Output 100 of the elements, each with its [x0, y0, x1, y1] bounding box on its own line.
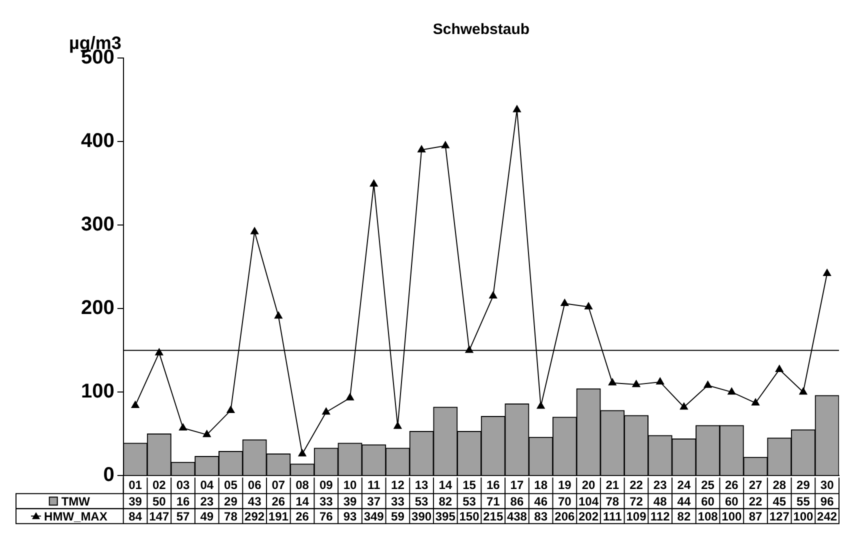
x-tick-label: 24: [677, 478, 691, 492]
data-label: 93: [343, 509, 357, 524]
data-label: 96: [820, 494, 834, 508]
data-label: 14: [296, 494, 310, 508]
point: [775, 365, 784, 372]
data-label: 57: [176, 509, 190, 524]
data-label: 22: [748, 494, 763, 508]
y-tick-label: 100: [80, 380, 114, 403]
data-label: 395: [435, 509, 456, 524]
data-label: 76: [319, 509, 334, 524]
x-tick-label: 19: [558, 478, 572, 492]
x-tick-label: 22: [630, 478, 644, 492]
data-label: 39: [343, 494, 357, 508]
data-label: 127: [769, 509, 790, 524]
x-tick-label: 28: [772, 478, 786, 492]
point: [226, 406, 235, 413]
data-label: 112: [650, 509, 670, 524]
data-label: 33: [391, 494, 405, 508]
data-label: 82: [438, 494, 452, 508]
x-tick-label: 14: [438, 478, 452, 492]
data-label: 50: [152, 494, 166, 508]
x-tick-label: 30: [820, 478, 834, 492]
point: [418, 145, 426, 152]
data-label: 84: [128, 509, 142, 524]
x-tick-label: 04: [200, 478, 214, 492]
data-label: 33: [319, 494, 334, 508]
point: [155, 348, 164, 356]
data-label: 46: [534, 494, 548, 508]
data-label: 48: [653, 494, 668, 508]
x-tick-label: 13: [414, 478, 429, 492]
point: [752, 398, 760, 406]
data-label: 100: [793, 509, 814, 524]
x-tick-label: 18: [534, 478, 548, 492]
point: [202, 430, 211, 438]
chart-title: Schwebstaub: [432, 21, 530, 38]
data-label: 59: [391, 509, 405, 524]
data-label: 438: [506, 509, 528, 524]
point: [560, 299, 569, 306]
data-label: 111: [603, 509, 622, 524]
x-tick-label: 15: [462, 478, 476, 492]
x-tick-label: 05: [224, 478, 238, 492]
x-tick-label: 25: [701, 478, 715, 492]
data-label: 206: [554, 509, 576, 524]
x-tick-label: 01: [128, 478, 142, 492]
data-label: 39: [128, 494, 142, 508]
data-label: 215: [483, 509, 504, 524]
data-label: 70: [558, 494, 572, 508]
data-label: 53: [414, 494, 429, 508]
point: [536, 402, 545, 409]
data-label: 202: [578, 509, 599, 524]
data-label: 109: [626, 509, 647, 524]
data-label: 100: [722, 509, 742, 524]
data-label: 53: [462, 494, 476, 508]
data-label: 78: [224, 509, 238, 524]
data-label: 26: [272, 494, 286, 508]
data-label: 82: [677, 509, 691, 524]
data-label: 87: [748, 509, 763, 524]
data-label: 26: [296, 509, 310, 524]
data-label: 108: [698, 509, 718, 524]
point: [370, 180, 378, 187]
point: [441, 141, 450, 148]
data-label: 349: [364, 509, 384, 524]
point: [489, 292, 498, 299]
x-tick-label: 20: [582, 478, 596, 492]
point: [823, 268, 832, 276]
data-label: 29: [224, 494, 238, 508]
x-tick-label: 29: [796, 478, 810, 492]
data-label: 55: [796, 494, 810, 508]
point: [298, 449, 306, 456]
point: [632, 380, 640, 388]
y-tick-label: 400: [80, 130, 114, 152]
point: [513, 105, 521, 112]
point: [680, 402, 688, 410]
x-tick-label: 03: [176, 478, 190, 492]
y-tick-label: 0: [103, 464, 114, 486]
data-label: 60: [701, 494, 715, 508]
data-label: 43: [248, 494, 262, 508]
data-label: 37: [367, 494, 381, 508]
data-label: 60: [724, 494, 739, 508]
data-label: 49: [200, 509, 214, 524]
x-tick-label: 23: [653, 478, 668, 492]
legend-label: HMW_MAX: [44, 509, 108, 524]
x-tick-label: 17: [510, 478, 524, 492]
legend-label: TMW: [61, 494, 91, 508]
point: [656, 378, 664, 385]
x-tick-label: 11: [367, 478, 381, 492]
y-tick-label: 200: [80, 297, 114, 320]
data-label: 191: [268, 509, 289, 524]
x-tick-label: 09: [319, 478, 334, 492]
data-label: 44: [677, 494, 691, 508]
data-label: 147: [149, 509, 170, 524]
x-tick-label: 08: [296, 478, 310, 492]
data-label: 45: [772, 494, 786, 508]
data-label: 72: [630, 494, 644, 508]
point: [799, 388, 808, 395]
point: [131, 400, 140, 408]
point: [322, 408, 330, 415]
x-tick-label: 21: [606, 478, 620, 492]
x-tick-label: 12: [391, 478, 405, 492]
point: [346, 393, 354, 400]
